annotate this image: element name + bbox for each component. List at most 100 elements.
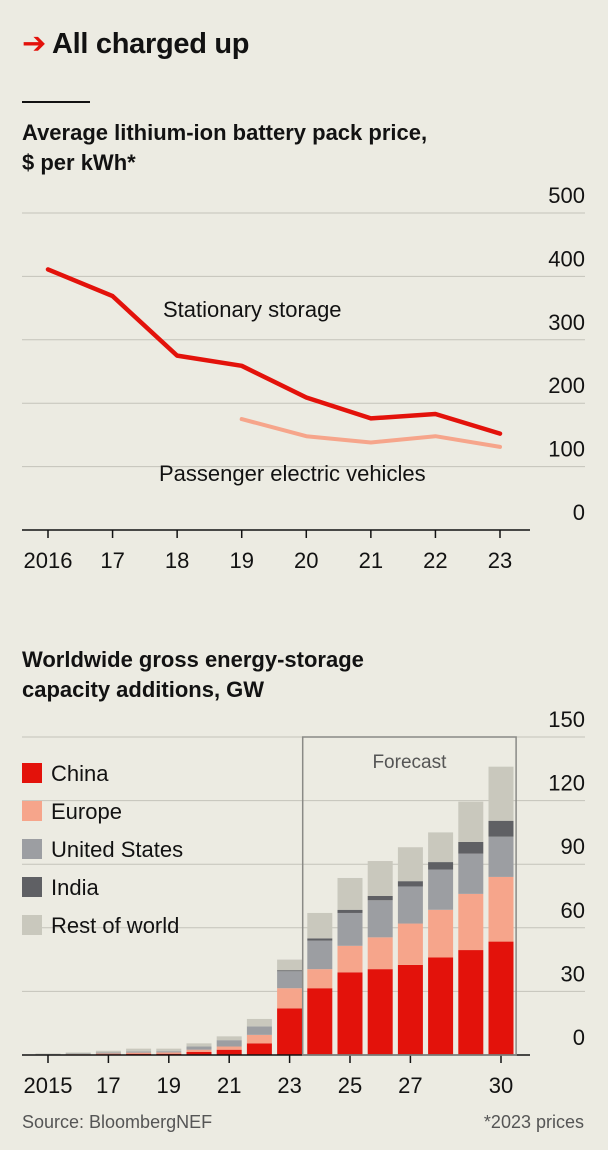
bar-segment-india	[397, 881, 423, 887]
headline: ➔ All charged up	[22, 26, 250, 61]
y-tick-label: 90	[561, 834, 585, 859]
bar-segment-rest-of-world	[35, 1053, 61, 1055]
legend-swatch	[22, 763, 42, 783]
bar-segment-india	[277, 970, 303, 972]
x-tick-label: 18	[165, 548, 189, 573]
y-tick-label: 150	[548, 707, 585, 732]
bar-segment-china	[367, 969, 393, 1055]
bar-segment-europe	[307, 969, 333, 989]
legend-label: United States	[51, 837, 183, 862]
arrow-icon: ➔	[22, 28, 46, 60]
series-label-passenger-ev: Passenger electric vehicles	[159, 461, 426, 486]
bar-segment-europe	[95, 1053, 121, 1055]
x-tick-label: 19	[157, 1073, 181, 1098]
legend-label: Rest of world	[51, 913, 179, 938]
x-tick-label: 21	[217, 1073, 241, 1098]
bar-segment-europe	[186, 1049, 212, 1052]
x-tick-label: 23	[277, 1073, 301, 1098]
y-tick-label: 100	[548, 437, 585, 462]
bar-segment-china	[488, 941, 514, 1055]
bar-segment-india	[488, 820, 514, 837]
bar-segment-united-states	[337, 912, 363, 946]
bar-segment-rest-of-world	[367, 861, 393, 896]
bar-segment-europe	[337, 945, 363, 973]
bar-segment-rest-of-world	[126, 1048, 152, 1052]
bar-segment-rest-of-world	[277, 959, 303, 971]
y-tick-label: 200	[548, 373, 585, 398]
bar-segment-china	[186, 1051, 212, 1055]
bar-segment-india	[428, 862, 454, 870]
forecast-label: Forecast	[372, 752, 447, 773]
bar-segment-india	[458, 841, 484, 854]
bar-segment-united-states	[488, 836, 514, 877]
legend-label: China	[51, 761, 109, 786]
x-tick-label: 25	[338, 1073, 362, 1098]
y-tick-label: 0	[573, 1025, 585, 1050]
x-tick-label: 2015	[24, 1073, 73, 1098]
bar-segment-united-states	[367, 900, 393, 938]
bar-segment-europe	[367, 937, 393, 970]
x-tick-label: 23	[488, 548, 512, 573]
bar-segment-united-states	[428, 869, 454, 910]
legend-label: India	[51, 875, 99, 900]
bar-segment-europe	[126, 1052, 152, 1054]
bar-segment-europe	[277, 988, 303, 1009]
x-tick-label: 17	[96, 1073, 120, 1098]
bar-segment-united-states	[216, 1040, 242, 1047]
x-tick-label: 17	[100, 548, 124, 573]
bar-segment-europe	[458, 893, 484, 951]
bar-segment-united-states	[397, 886, 423, 924]
bar-segment-rest-of-world	[337, 877, 363, 910]
bar-segment-united-states	[156, 1051, 182, 1053]
y-tick-label: 500	[548, 183, 585, 208]
bar-segment-india	[367, 896, 393, 901]
bar-segment-europe	[488, 876, 514, 942]
bar-segment-rest-of-world	[488, 766, 514, 821]
legend-swatch	[22, 915, 42, 935]
bar-segment-china	[337, 972, 363, 1055]
bar-segment-rest-of-world	[246, 1018, 272, 1027]
legend-label: Europe	[51, 799, 122, 824]
title-rule	[22, 101, 90, 103]
y-tick-label: 60	[561, 898, 585, 923]
bar-segment-europe	[428, 909, 454, 958]
bar-segment-rest-of-world	[95, 1050, 121, 1053]
x-tick-label: 27	[398, 1073, 422, 1098]
bar-segment-china	[458, 950, 484, 1055]
bar-segment-united-states	[186, 1046, 212, 1050]
x-tick-label: 19	[229, 548, 253, 573]
bar-segment-rest-of-world	[397, 847, 423, 882]
y-tick-label: 120	[548, 771, 585, 796]
passenger-ev-line	[239, 417, 502, 449]
legend-swatch	[22, 877, 42, 897]
price-footnote: *2023 prices	[483, 1112, 584, 1132]
bar-segment-united-states	[65, 1053, 91, 1055]
y-tick-label: 30	[561, 961, 585, 986]
bar-segment-rest-of-world	[428, 832, 454, 863]
bar-segment-india	[337, 909, 363, 913]
bar-segment-rest-of-world	[65, 1052, 91, 1054]
bar-segment-china	[246, 1043, 272, 1055]
legend-swatch	[22, 839, 42, 859]
stationary-storage-line	[45, 267, 503, 436]
legend-swatch	[22, 801, 42, 821]
bar-segment-rest-of-world	[156, 1048, 182, 1052]
bar-chart-title: Worldwide gross energy-storage capacity …	[22, 647, 364, 702]
bar-segment-rest-of-world	[307, 912, 333, 939]
x-tick-label: 21	[359, 548, 383, 573]
series-label-stationary: Stationary storage	[163, 297, 342, 322]
bar-segment-united-states	[307, 940, 333, 970]
bar-segment-rest-of-world	[458, 801, 484, 842]
bar-segment-united-states	[246, 1026, 272, 1035]
bar-segment-europe	[156, 1052, 182, 1054]
x-tick-label: 22	[423, 548, 447, 573]
bar-segment-china	[277, 1008, 303, 1055]
x-tick-label: 30	[489, 1073, 513, 1098]
bar-segment-rest-of-world	[186, 1043, 212, 1047]
forecast-box	[301, 736, 517, 1056]
y-tick-label: 400	[548, 246, 585, 271]
source-note: Source: BloombergNEF	[22, 1112, 213, 1132]
bar-segment-europe	[216, 1046, 242, 1050]
bar-segment-rest-of-world	[216, 1036, 242, 1041]
